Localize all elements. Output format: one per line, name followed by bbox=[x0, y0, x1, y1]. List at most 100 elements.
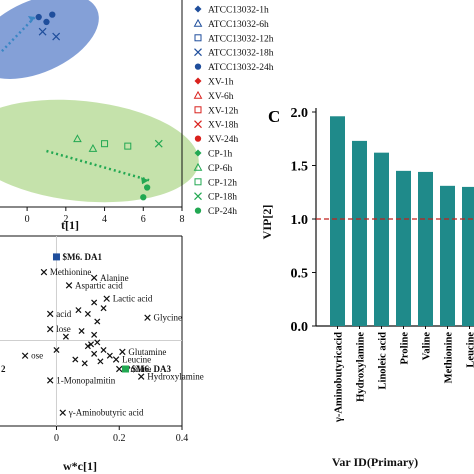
score-point-atcc13032 bbox=[52, 32, 61, 41]
legend-label: CP-12h bbox=[208, 178, 237, 188]
legend-item: ATCC13032-1h bbox=[194, 5, 269, 16]
vip-category-label: γ-Aminobutyricacid bbox=[334, 332, 345, 423]
legend-marker-icon bbox=[194, 77, 202, 85]
vip-category-label: Methionine bbox=[444, 332, 455, 384]
loading-var-marker bbox=[119, 348, 126, 356]
vip-bar bbox=[462, 186, 474, 326]
legend-item: XV-12h bbox=[194, 106, 239, 116]
legend-marker-icon bbox=[193, 90, 203, 99]
score-x-tick-label: 6 bbox=[141, 214, 146, 225]
legend-marker-icon bbox=[194, 178, 202, 186]
loading-class-marker bbox=[52, 253, 60, 261]
loading-point-label: Hydroxylamine bbox=[147, 372, 204, 382]
vip-bar bbox=[374, 152, 389, 326]
legend-label: ATCC13032-12h bbox=[208, 34, 274, 44]
loading-point-label: Lactic acid bbox=[113, 294, 153, 304]
legend-item: XV-1h bbox=[194, 77, 234, 88]
vip-bar bbox=[352, 140, 367, 326]
loading-var-marker bbox=[84, 343, 91, 350]
legend-label: XV-1h bbox=[208, 78, 234, 88]
vip-y-axis-label: VIP[2] bbox=[260, 205, 274, 240]
loading-var-marker bbox=[62, 333, 69, 340]
score-x-tick-label: 0 bbox=[25, 214, 30, 225]
vip-y-tick-label: 1.5 bbox=[291, 160, 309, 175]
loading-var-marker bbox=[75, 307, 82, 314]
trend-arrowhead-atcc13032 bbox=[27, 16, 35, 23]
vip-bar bbox=[396, 170, 411, 326]
loading-var-marker bbox=[53, 346, 60, 354]
legend-label: ATCC13032-6h bbox=[208, 20, 269, 30]
loading-var-marker bbox=[91, 350, 98, 357]
loading-var-marker bbox=[78, 327, 85, 335]
loading-var-marker bbox=[103, 295, 110, 302]
vip-category-label: Hydroxylamine bbox=[356, 332, 367, 402]
legend-item: ATCC13032-12h bbox=[194, 34, 274, 44]
vip-category-label: Leucine bbox=[466, 332, 474, 368]
loading-var-marker bbox=[40, 268, 48, 276]
legend-label: XV-6h bbox=[208, 92, 234, 102]
legend-item: CP-24h bbox=[194, 207, 237, 217]
legend-label: XV-18h bbox=[208, 121, 239, 131]
loading-var-marker bbox=[144, 314, 151, 321]
vip-y-tick-label: 0.5 bbox=[291, 267, 309, 282]
score-point-cp bbox=[154, 139, 163, 148]
loading-point-label: Leucine bbox=[122, 355, 151, 365]
trend-arrowhead-cp bbox=[141, 177, 150, 185]
loading-point-label: 1-Monopalmitin bbox=[56, 375, 115, 385]
score-point-cp bbox=[124, 142, 132, 150]
loading-var-marker bbox=[116, 365, 123, 373]
legend-label: ATCC13032-24h bbox=[208, 63, 274, 73]
loading-var-marker bbox=[100, 305, 107, 312]
loading-var-marker bbox=[46, 325, 54, 333]
loading-var-marker bbox=[94, 339, 101, 346]
legend-label: CP-6h bbox=[208, 164, 233, 174]
loading-var-marker bbox=[100, 346, 107, 354]
score-point-cp bbox=[101, 140, 109, 148]
legend-label: ATCC13032-1h bbox=[208, 6, 269, 16]
legend-label: CP-18h bbox=[208, 193, 237, 203]
score-point-cp bbox=[143, 184, 151, 191]
score-point-cp bbox=[73, 134, 82, 143]
legend-marker-icon bbox=[194, 207, 202, 214]
vip-y-tick-label: 0.0 bbox=[291, 320, 309, 335]
loading-point-label: ose bbox=[31, 351, 43, 361]
score-point-cp bbox=[140, 194, 147, 201]
loading-x-tick-label: 0.2 bbox=[113, 433, 126, 444]
loading-var-marker bbox=[137, 373, 145, 380]
legend-item: ATCC13032-18h bbox=[194, 48, 274, 59]
loading-var-marker bbox=[72, 356, 79, 363]
legend-marker-icon bbox=[194, 192, 202, 201]
loading-point-label: Proline bbox=[125, 364, 151, 374]
loading-point-label: 2 bbox=[1, 364, 6, 374]
loading-var-marker bbox=[84, 310, 91, 317]
loading-var-marker bbox=[65, 282, 73, 289]
loading-var-marker bbox=[21, 352, 29, 359]
vip-category-label: Linoleic acid bbox=[378, 332, 389, 390]
loading-var-marker bbox=[91, 331, 98, 338]
loading-var-marker bbox=[81, 360, 88, 367]
score-x-tick-label: 2 bbox=[63, 214, 68, 225]
legend-label: ATCC13032-18h bbox=[208, 49, 274, 59]
score-point-atcc13032 bbox=[38, 27, 47, 36]
legend-item: XV-6h bbox=[193, 90, 234, 102]
loading-point-label: $M6. DA3 bbox=[132, 364, 172, 374]
vip-bar bbox=[418, 171, 433, 326]
loading-x-axis-label: w*c[1] bbox=[63, 459, 97, 473]
loading-var-marker bbox=[46, 377, 54, 384]
loading-var-marker bbox=[97, 358, 104, 365]
loading-var-marker bbox=[112, 356, 120, 363]
loading-point-label: lose bbox=[56, 324, 71, 334]
legend-marker-icon bbox=[194, 149, 202, 157]
score-ellipse-atcc13032 bbox=[0, 0, 99, 79]
score-ellipse-cp bbox=[0, 99, 199, 203]
legend-marker-icon bbox=[194, 120, 202, 129]
loading-point-label: Alanine bbox=[100, 273, 129, 283]
vip-bar bbox=[440, 185, 455, 326]
score-point-atcc13032 bbox=[43, 18, 50, 26]
loading-var-marker bbox=[59, 409, 66, 416]
score-x-axis-label: t[1] bbox=[61, 218, 79, 232]
legend-item: CP-18h bbox=[194, 192, 237, 203]
legend: ATCC13032-1h ATCC13032-6h ATCC13032-12h ATC… bbox=[193, 5, 274, 217]
